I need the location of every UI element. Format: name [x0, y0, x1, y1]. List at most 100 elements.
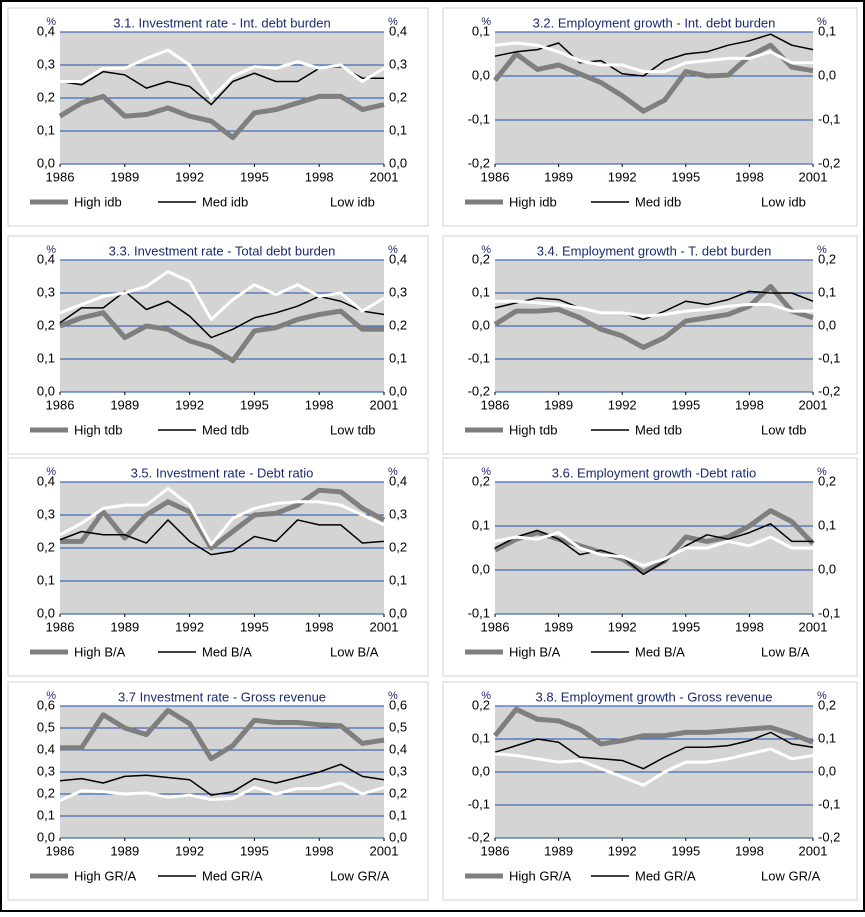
y2-tick-label: -0,1 — [818, 111, 840, 126]
x-tick-label: 1998 — [735, 169, 764, 184]
legend-label: High GR/A — [509, 868, 571, 883]
x-tick-label: 1989 — [544, 397, 573, 412]
x-tick-label: 1986 — [481, 619, 510, 634]
chart-panel: -0,2 -0,2 -0,1 -0,1 0,0 0,0 0,1 0,1 0,2 0,2% % 3.8.… — [442, 681, 858, 901]
y2-axis-unit: % — [817, 16, 827, 28]
series-line — [59, 763, 385, 796]
x-tick-label: 2001 — [799, 169, 828, 184]
x-tick-label: 2001 — [799, 397, 828, 412]
x-tick-label: 1986 — [481, 397, 510, 412]
legend-label: Low GR/A — [761, 868, 821, 883]
chart-panel: 0,0 0,0 0,1 0,1 0,2 0,2 0,3 0,3 0,4 0,4% % 3.3. Inv… — [7, 235, 429, 455]
y2-tick-label: -0,2 — [818, 155, 840, 170]
y2-tick-label: 0,2 — [818, 251, 836, 266]
legend-label: Med tdb — [635, 422, 682, 437]
legend-label: High GR/A — [74, 868, 136, 883]
y2-tick-label: -0,2 — [818, 829, 840, 844]
y-tick-label: 0,2 — [37, 317, 55, 332]
y-tick-label: 0,1 — [37, 122, 55, 137]
y-tick-label: 0,0 — [472, 561, 490, 576]
y2-tick-label: 0,0 — [818, 67, 836, 82]
y-tick-label: 0,1 — [472, 23, 490, 38]
series-line — [59, 308, 384, 364]
y-tick-label: 0,6 — [37, 697, 55, 712]
y-tick-label: -0,2 — [468, 155, 490, 170]
y2-axis-unit: % — [388, 16, 398, 28]
series-line — [494, 531, 813, 568]
x-tick-label: 1992 — [608, 397, 637, 412]
y-axis-unit: % — [46, 244, 56, 256]
y2-tick-label: 0,5 — [389, 719, 407, 734]
x-tick-label: 1992 — [175, 843, 204, 858]
y-tick-label: 0,1 — [37, 807, 55, 822]
x-tick-label: 1989 — [544, 619, 573, 634]
y2-tick-label: 0,3 — [389, 284, 407, 299]
chart-title: 3.4. Employment growth - T. debt burden — [537, 243, 772, 258]
y-tick-label: 0,2 — [472, 473, 490, 488]
legend-label: High B/A — [509, 644, 561, 659]
chart-panel: 0,0 0,0 0,1 0,1 0,2 0,2 0,3 0,3 0,4 0,4% % 3.1. Inv… — [7, 7, 429, 227]
legend-label: Med GR/A — [635, 868, 696, 883]
y2-tick-label: 0,1 — [389, 122, 407, 137]
y-axis-unit: % — [46, 690, 56, 702]
x-tick-label: 1989 — [544, 169, 573, 184]
legend-label: High idb — [74, 194, 122, 209]
x-tick-label: 1992 — [175, 397, 204, 412]
chart-title: 3.1. Investment rate - Int. debt burden — [113, 15, 331, 30]
y-tick-label: 0,0 — [472, 67, 490, 82]
y2-tick-label: 0,0 — [818, 763, 836, 778]
y-axis-unit: % — [46, 16, 56, 28]
y2-tick-label: -0,1 — [818, 605, 840, 620]
x-tick-label: 1995 — [671, 397, 700, 412]
y-tick-label: -0,1 — [468, 796, 490, 811]
y2-tick-label: 0,0 — [389, 155, 407, 170]
y-tick-label: 0,2 — [37, 785, 55, 800]
series-line — [58, 93, 385, 141]
chart-title: 3.5. Investment rate - Debt ratio — [131, 465, 314, 480]
series-line — [494, 747, 814, 787]
legend-label: Low idb — [761, 194, 806, 209]
y2-tick-label: 0,2 — [818, 473, 836, 488]
y-axis-unit: % — [481, 690, 491, 702]
y2-tick-label: 0,0 — [818, 561, 836, 576]
legend-label: Med tdb — [202, 422, 249, 437]
x-tick-label: 1992 — [608, 169, 637, 184]
y-tick-label: 0,3 — [37, 763, 55, 778]
x-tick-label: 1989 — [110, 843, 139, 858]
x-tick-label: 1998 — [735, 397, 764, 412]
y-tick-label: 0,4 — [37, 251, 55, 266]
series-line — [493, 42, 814, 114]
y2-tick-label: 0,3 — [389, 56, 407, 71]
y-tick-label: 0,5 — [37, 719, 55, 734]
chart-title: 3.7 Investment rate - Gross revenue — [118, 689, 326, 704]
y2-tick-label: 0,2 — [389, 785, 407, 800]
x-tick-label: 1998 — [305, 397, 334, 412]
y2-tick-label: 0,1 — [818, 517, 836, 532]
x-tick-label: 1998 — [735, 619, 764, 634]
y-tick-label: 0,4 — [37, 741, 55, 756]
x-tick-label: 1995 — [240, 397, 269, 412]
y-tick-label: -0,1 — [468, 350, 490, 365]
legend-label: Low idb — [330, 194, 375, 209]
y-tick-label: 0,2 — [37, 89, 55, 104]
chart-panel: 0,0 0,0 0,1 0,1 0,2 0,2 0,3 0,3 0,4 0,4% % 3.5. Inv… — [7, 457, 429, 677]
y-tick-label: 0,3 — [37, 56, 55, 71]
x-tick-label: 1986 — [481, 843, 510, 858]
y-tick-label: 0,0 — [472, 763, 490, 778]
y2-tick-label: 0,0 — [818, 317, 836, 332]
y-tick-label: 0,4 — [37, 23, 55, 38]
x-tick-label: 1992 — [608, 619, 637, 634]
y-tick-label: 0,3 — [37, 506, 55, 521]
x-tick-label: 1995 — [671, 169, 700, 184]
x-tick-label: 1995 — [671, 843, 700, 858]
x-tick-label: 1989 — [110, 397, 139, 412]
legend-label: Low B/A — [761, 644, 810, 659]
legend-label: Low tdb — [330, 422, 376, 437]
legend-label: High tdb — [74, 422, 122, 437]
x-tick-label: 1986 — [481, 169, 510, 184]
y-tick-label: 0,1 — [37, 350, 55, 365]
y2-axis-unit: % — [817, 690, 827, 702]
y2-axis-unit: % — [817, 466, 827, 478]
y2-tick-label: -0,1 — [818, 796, 840, 811]
series-line — [494, 41, 813, 74]
